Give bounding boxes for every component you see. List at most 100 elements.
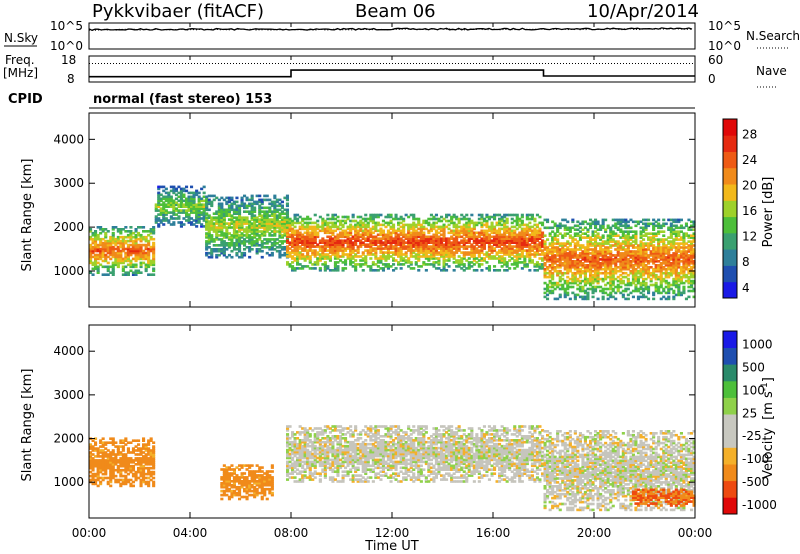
power-cell-3 (326, 253, 330, 256)
power-cell-0 (91, 231, 95, 235)
power-cell-3 (296, 235, 300, 239)
power-cell-3 (313, 249, 317, 252)
power-cell-2 (248, 204, 252, 208)
power-cell-3 (321, 237, 325, 240)
power-cell-4 (652, 248, 656, 251)
power-cell-4 (677, 273, 681, 277)
power-cell-2 (210, 240, 214, 243)
power-cell-3 (417, 259, 421, 262)
power-cell-3 (291, 251, 295, 254)
power-cell-3 (407, 225, 411, 229)
power-cell-4 (642, 283, 646, 287)
power-cell-2 (220, 249, 224, 253)
power-cell-0 (94, 235, 98, 239)
power-cell-2 (278, 216, 282, 219)
power-cell-4 (652, 273, 656, 277)
power-cell-3 (351, 241, 355, 244)
power-cell-3 (493, 235, 497, 239)
power-cell-3 (321, 253, 325, 256)
power-cell-3 (414, 217, 418, 221)
power-cell-2 (217, 204, 221, 208)
power-cell-3 (442, 249, 446, 252)
power-cell-2 (243, 242, 247, 245)
velocity-cell-0 (99, 463, 103, 466)
power-cell-3 (404, 241, 408, 244)
velocity-cell-0 (94, 441, 98, 444)
power-cell-2 (250, 196, 254, 200)
power-cell-3 (460, 267, 464, 270)
power-cell-3 (376, 215, 380, 219)
power-cell-0 (101, 241, 105, 245)
power-cell-4 (629, 226, 633, 230)
power-cell-4 (692, 234, 696, 237)
power-cell-3 (493, 257, 497, 260)
power-cell-3 (515, 223, 519, 227)
power-cell-3 (371, 215, 375, 219)
power-cell-2 (210, 249, 214, 253)
power-cell-3 (301, 235, 305, 239)
power-cell-4 (604, 246, 608, 249)
power-cell-4 (652, 218, 656, 222)
power-cell-2 (260, 222, 264, 225)
power-cell-2 (205, 240, 209, 243)
power-cell-3 (422, 243, 426, 246)
power-cell-2 (217, 202, 221, 206)
power-cell-4 (634, 246, 638, 249)
power-cell-0 (129, 261, 133, 265)
power-cell-4 (619, 256, 623, 259)
power-cell-3 (515, 227, 519, 231)
power-cell-3 (414, 249, 418, 252)
power-cell-4 (573, 273, 577, 277)
power-cell-3 (528, 243, 532, 246)
power-cell-4 (624, 248, 628, 251)
power-cell-3 (414, 253, 418, 256)
velocity-cell-0 (101, 443, 105, 446)
power-cell-0 (134, 253, 138, 257)
power-cell-3 (336, 235, 340, 239)
power-cell-4 (566, 242, 570, 245)
power-cell-3 (389, 235, 393, 239)
power-cell-3 (440, 237, 444, 240)
power-cell-3 (379, 239, 383, 242)
power-cell-3 (364, 213, 368, 217)
power-cell-2 (210, 251, 214, 255)
power-cell-3 (399, 259, 403, 262)
power-cell-1 (187, 215, 191, 218)
power-cell-4 (662, 262, 666, 265)
power-cell-2 (235, 210, 239, 213)
power-cell-3 (490, 255, 494, 258)
power-cell-2 (275, 214, 279, 217)
power-cell-3 (495, 221, 499, 225)
power-cell-3 (538, 215, 542, 219)
power-cell-0 (137, 255, 141, 259)
power-cell-4 (639, 262, 643, 265)
power-cell-3 (364, 257, 368, 260)
power-cell-4 (621, 279, 625, 283)
power-cell-3 (389, 251, 393, 254)
power-cell-3 (447, 231, 451, 235)
power-cell-4 (619, 218, 623, 222)
power-cell-4 (634, 287, 638, 291)
power-cell-0 (104, 231, 108, 235)
power-cell-4 (652, 222, 656, 226)
power-cell-4 (614, 234, 618, 237)
power-cell-2 (255, 194, 259, 198)
freq-ytick-top: 18 (61, 53, 76, 67)
power-cell-3 (437, 227, 441, 231)
power-cell-3 (482, 259, 486, 262)
power-cell-2 (255, 202, 259, 206)
power-cell-3 (445, 269, 449, 272)
power-cell-3 (440, 233, 444, 237)
power-cell-3 (525, 225, 529, 229)
power-cell-3 (301, 237, 305, 240)
power-cell-2 (232, 210, 236, 213)
power-cell-3 (336, 227, 340, 231)
power-cell-4 (644, 244, 648, 247)
power-cell-4 (546, 218, 550, 222)
power-cell-0 (94, 243, 98, 247)
power-cell-4 (624, 230, 628, 233)
velocity-cell-0 (94, 443, 98, 446)
power-cell-0 (119, 251, 123, 255)
power-cell-4 (586, 260, 590, 263)
